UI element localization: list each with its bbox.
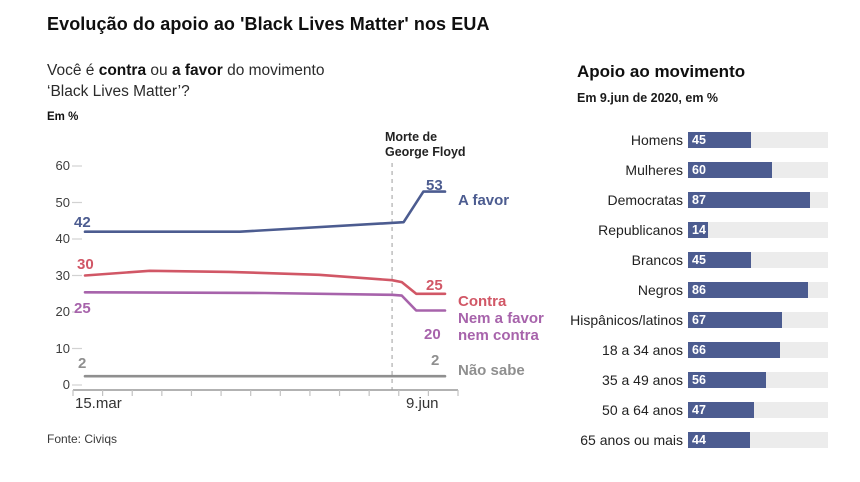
bar-row-label: Democratas bbox=[607, 192, 683, 208]
bar-track: 67 bbox=[688, 312, 828, 328]
bar-value: 60 bbox=[692, 163, 706, 177]
bar-track: 14 bbox=[688, 222, 828, 238]
series-start-value: 42 bbox=[74, 214, 91, 231]
bar-track: 66 bbox=[688, 342, 828, 358]
bar-value: 44 bbox=[692, 433, 706, 447]
bar-value: 14 bbox=[692, 223, 706, 237]
bar-row-label: Negros bbox=[637, 282, 683, 298]
bar-fill: 14 bbox=[688, 222, 708, 238]
bar-value: 45 bbox=[692, 253, 706, 267]
question-line2: ‘Black Lives Matter’? bbox=[47, 83, 190, 100]
bar-track: 44 bbox=[688, 432, 828, 448]
bar-row-label: Brancos bbox=[631, 252, 683, 268]
y-tick-label: 30 bbox=[55, 267, 70, 283]
bar-row-label: 18 a 34 anos bbox=[602, 342, 683, 358]
bar-fill: 44 bbox=[688, 432, 750, 448]
question-mid: ou bbox=[146, 62, 172, 79]
series-name-label: Contra bbox=[458, 293, 507, 310]
bar-track: 56 bbox=[688, 372, 828, 388]
survey-question: Você é contra ou a favor do movimento ‘B… bbox=[47, 60, 407, 102]
series-line-contra bbox=[83, 269, 447, 296]
bar-value: 56 bbox=[692, 373, 706, 387]
y-tick-label: 0 bbox=[62, 377, 70, 392]
bar-value: 66 bbox=[692, 343, 706, 357]
bar-row-label: 50 a 64 anos bbox=[602, 402, 683, 418]
event-annotation: Morte de George Floyd bbox=[385, 130, 466, 160]
bar-row-label: 65 anos ou mais bbox=[580, 432, 683, 448]
event-annotation-line1: Morte de bbox=[385, 130, 438, 144]
bar-track: 47 bbox=[688, 402, 828, 418]
series-end-value: 25 bbox=[426, 277, 443, 294]
series-name-label: A favor bbox=[458, 192, 510, 209]
bar-fill: 67 bbox=[688, 312, 782, 328]
bar-chart-subtitle: Em 9.jun de 2020, em % bbox=[577, 91, 719, 105]
bar-row-label: Homens bbox=[630, 132, 683, 148]
bar-fill: 56 bbox=[688, 372, 767, 388]
bar-track: 87 bbox=[688, 192, 828, 208]
y-tick-label: 40 bbox=[55, 231, 70, 246]
question-suffix: do movimento bbox=[222, 62, 325, 79]
unit-label: Em % bbox=[47, 111, 79, 123]
series-start-value: 30 bbox=[77, 256, 94, 273]
bar-fill: 66 bbox=[688, 342, 781, 358]
bar-chart-title: Apoio ao movimento bbox=[577, 62, 746, 81]
bar-fill: 45 bbox=[688, 252, 751, 268]
bar-track: 86 bbox=[688, 282, 828, 298]
series-line-a-favor bbox=[83, 190, 447, 233]
series-start-value: 2 bbox=[78, 355, 87, 372]
bar-value: 47 bbox=[692, 403, 706, 417]
y-tick-label: 50 bbox=[55, 194, 70, 210]
bar-value: 45 bbox=[692, 133, 706, 147]
question-bold-contra: contra bbox=[98, 62, 147, 79]
series-name-label: Não sabe bbox=[458, 362, 525, 379]
series-end-value: 53 bbox=[426, 177, 443, 194]
event-annotation-line2: George Floyd bbox=[385, 145, 466, 159]
series-start-value: 25 bbox=[74, 300, 91, 317]
bar-row-label: Republicanos bbox=[598, 222, 683, 238]
bar-track: 60 bbox=[688, 162, 828, 178]
question-bold-a-favor: a favor bbox=[171, 62, 223, 79]
series-end-value: 20 bbox=[424, 326, 441, 343]
bar-row-label: Mulheres bbox=[625, 162, 683, 178]
series-end-value: 2 bbox=[431, 352, 440, 369]
page-title: Evolução do apoio ao 'Black Lives Matter… bbox=[47, 14, 490, 34]
bar-value: 87 bbox=[692, 193, 706, 207]
bar-value: 67 bbox=[692, 313, 706, 327]
bar-fill: 45 bbox=[688, 132, 751, 148]
y-tick-label: 60 bbox=[55, 158, 70, 173]
question-prefix: Você é bbox=[47, 62, 99, 79]
bar-track: 45 bbox=[688, 252, 828, 268]
bar-track: 45 bbox=[688, 132, 828, 148]
series-line-nem-a-favor-nem-contra bbox=[83, 290, 447, 312]
y-tick-label: 10 bbox=[55, 340, 70, 356]
bar-fill: 86 bbox=[688, 282, 809, 298]
bar-fill: 47 bbox=[688, 402, 754, 418]
bar-row-label: 35 a 49 anos bbox=[602, 372, 683, 388]
bar-fill: 87 bbox=[688, 192, 810, 208]
bar-row-label: Hispânicos/latinos bbox=[570, 312, 683, 328]
series-name-label: Nem a favor nem contra bbox=[458, 310, 544, 344]
y-tick-label: 20 bbox=[55, 304, 70, 319]
x-axis-end-label: 9.jun bbox=[406, 395, 439, 412]
x-axis-start-label: 15.mar bbox=[75, 395, 122, 412]
bar-fill: 60 bbox=[688, 162, 772, 178]
bar-value: 86 bbox=[692, 283, 706, 297]
source-credit: Fonte: Civiqs bbox=[47, 432, 118, 446]
